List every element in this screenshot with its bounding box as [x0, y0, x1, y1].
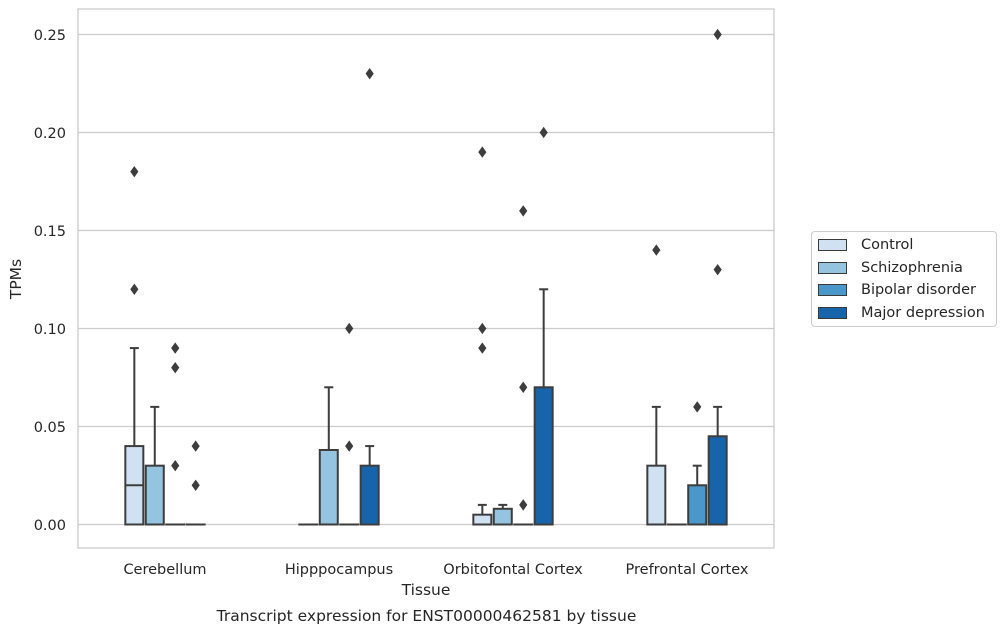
outlier-point-bipolar-disorder — [171, 342, 180, 354]
box-schizophrenia — [318, 449, 339, 526]
box-group-bipolar-disorder — [687, 401, 708, 526]
box-group-bipolar-disorder — [339, 322, 360, 526]
y-tick-label: 0.05 — [34, 420, 66, 436]
y-tick-label: 0.15 — [34, 224, 66, 240]
legend-label-control: Control — [861, 237, 914, 253]
outlier-point-bipolar-disorder — [519, 205, 528, 217]
box-group-bipolar-disorder — [513, 205, 534, 526]
outlier-point-control — [478, 342, 487, 354]
box-group-control — [646, 244, 667, 526]
box-group-major-depression — [359, 67, 380, 526]
outlier-point-bipolar-disorder — [693, 401, 702, 413]
legend: Control Schizophrenia Bipolar disorder M… — [811, 231, 997, 327]
y-tick-label: 0.20 — [34, 126, 66, 142]
box-group-major-depression — [533, 126, 554, 526]
box-group-schizophrenia — [144, 405, 165, 526]
outlier-point-major-depression — [191, 479, 200, 491]
outlier-point-control — [130, 283, 139, 295]
legend-swatch-bipolar-disorder — [818, 284, 847, 296]
outlier-point-major-depression — [365, 67, 374, 80]
y-tick-label: 0.25 — [34, 28, 66, 44]
outlier-point-bipolar-disorder — [519, 381, 528, 393]
box-schizophrenia — [492, 507, 513, 526]
outlier-point-bipolar-disorder — [345, 440, 354, 452]
tick-layer: 0.00 0.05 0.10 0.15 0.20 0.25 Cerebellum Hipppo… — [34, 28, 749, 578]
legend-swatch-schizophrenia — [818, 262, 847, 274]
box-major-depression — [533, 386, 554, 526]
box-schizophrenia — [144, 464, 165, 526]
outlier-point-control — [478, 146, 487, 158]
box-major-depression — [707, 435, 728, 526]
box-group-control — [124, 165, 145, 526]
outlier-point-major-depression — [191, 440, 200, 452]
outlier-point-major-depression — [539, 126, 548, 139]
box-group-major-depression — [185, 440, 206, 526]
outlier-point-bipolar-disorder — [519, 499, 528, 511]
box-group-schizophrenia — [318, 386, 339, 526]
legend-label-bipolar-disorder: Bipolar disorder — [861, 282, 976, 298]
box-control — [472, 513, 493, 526]
x-tick-label: Orbitofontal Cortex — [443, 562, 583, 578]
box-layer — [124, 28, 728, 526]
plot-frame — [77, 8, 775, 549]
legend-item-schizophrenia: Schizophrenia — [818, 258, 963, 278]
box-major-depression — [359, 464, 380, 526]
x-tick-label: Prefrontal Cortex — [626, 562, 749, 578]
outlier-point-control — [130, 165, 139, 178]
legend-label-schizophrenia: Schizophrenia — [861, 260, 963, 276]
legend-swatch-control — [818, 239, 847, 251]
box-group-major-depression — [707, 28, 728, 526]
x-axis-label: Tissue — [401, 581, 451, 599]
y-axis-label: TPMs — [7, 259, 25, 300]
legend-item-bipolar-disorder: Bipolar disorder — [818, 280, 976, 300]
y-tick-label: 0.00 — [34, 518, 66, 534]
outlier-point-major-depression — [713, 263, 722, 276]
box-group-schizophrenia — [492, 503, 513, 526]
outlier-point-bipolar-disorder — [345, 322, 354, 335]
chart-caption: Transcript expression for ENST0000046258… — [216, 607, 637, 625]
box-group-control — [472, 146, 493, 526]
legend-item-major-depression: Major depression — [818, 303, 985, 323]
outlier-point-major-depression — [713, 28, 722, 41]
grid-layer — [78, 33, 774, 526]
box-control — [646, 464, 667, 526]
legend-item-control: Control — [818, 235, 913, 255]
outlier-point-control — [478, 322, 487, 335]
x-tick-label: Hipppocampus — [285, 562, 393, 578]
outlier-point-bipolar-disorder — [171, 361, 180, 374]
legend-swatch-major-depression — [818, 307, 847, 319]
y-tick-label: 0.10 — [34, 322, 66, 338]
outlier-point-bipolar-disorder — [171, 459, 180, 472]
outlier-point-control — [652, 244, 661, 256]
box-group-bipolar-disorder — [165, 342, 186, 526]
box-bipolar-disorder — [687, 484, 708, 526]
x-tick-label: Cerebellum — [123, 562, 206, 578]
legend-label-major-depression: Major depression — [861, 305, 985, 321]
